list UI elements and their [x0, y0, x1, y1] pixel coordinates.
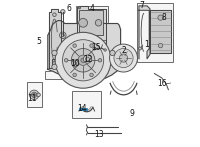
Circle shape	[73, 73, 76, 77]
Bar	[76, 6, 108, 62]
Bar	[79, 108, 87, 110]
Text: 1: 1	[144, 40, 149, 49]
Circle shape	[88, 53, 91, 56]
Circle shape	[114, 49, 133, 68]
Circle shape	[29, 90, 39, 100]
Bar	[27, 82, 42, 107]
Polygon shape	[150, 10, 171, 53]
Circle shape	[158, 15, 163, 20]
Text: 10: 10	[70, 59, 80, 68]
Circle shape	[104, 49, 106, 51]
Circle shape	[78, 55, 88, 65]
Text: 13: 13	[94, 130, 103, 139]
Circle shape	[90, 44, 93, 47]
Text: 5: 5	[37, 37, 41, 46]
Circle shape	[90, 73, 93, 77]
Bar	[72, 91, 101, 118]
Circle shape	[61, 34, 64, 37]
Circle shape	[83, 55, 92, 63]
Text: 14: 14	[77, 103, 86, 113]
Circle shape	[119, 54, 128, 62]
Circle shape	[60, 32, 66, 39]
Polygon shape	[48, 21, 121, 82]
Circle shape	[110, 44, 137, 72]
Circle shape	[139, 47, 141, 50]
Text: 12: 12	[83, 55, 92, 64]
Text: 16: 16	[158, 78, 167, 88]
Text: 7: 7	[139, 1, 144, 10]
Circle shape	[61, 10, 65, 14]
Circle shape	[81, 58, 85, 62]
Text: 6: 6	[67, 4, 72, 13]
Text: 15: 15	[91, 42, 100, 52]
Circle shape	[53, 13, 56, 16]
Text: 4: 4	[89, 4, 94, 13]
Bar	[45, 71, 65, 79]
Text: 8: 8	[162, 13, 166, 22]
Circle shape	[52, 50, 57, 56]
Circle shape	[78, 6, 81, 9]
Circle shape	[110, 50, 115, 56]
Text: 11: 11	[27, 94, 37, 103]
Circle shape	[158, 43, 163, 48]
Circle shape	[73, 44, 76, 47]
Polygon shape	[77, 6, 106, 60]
Circle shape	[64, 59, 68, 62]
Circle shape	[37, 93, 40, 97]
Circle shape	[95, 20, 102, 26]
Circle shape	[74, 62, 76, 65]
Circle shape	[98, 59, 102, 62]
Text: 9: 9	[129, 109, 134, 118]
Circle shape	[52, 64, 57, 70]
Polygon shape	[49, 9, 61, 68]
Circle shape	[85, 57, 90, 61]
Polygon shape	[139, 6, 150, 59]
Bar	[137, 3, 173, 62]
Circle shape	[33, 94, 35, 96]
Bar	[79, 10, 103, 35]
Circle shape	[93, 47, 96, 50]
Circle shape	[53, 61, 56, 65]
Text: 2: 2	[121, 46, 126, 55]
Circle shape	[31, 92, 37, 97]
Circle shape	[63, 40, 104, 81]
Circle shape	[55, 32, 111, 88]
Circle shape	[79, 18, 88, 27]
Circle shape	[71, 49, 95, 72]
Circle shape	[86, 51, 93, 58]
Circle shape	[72, 60, 78, 66]
